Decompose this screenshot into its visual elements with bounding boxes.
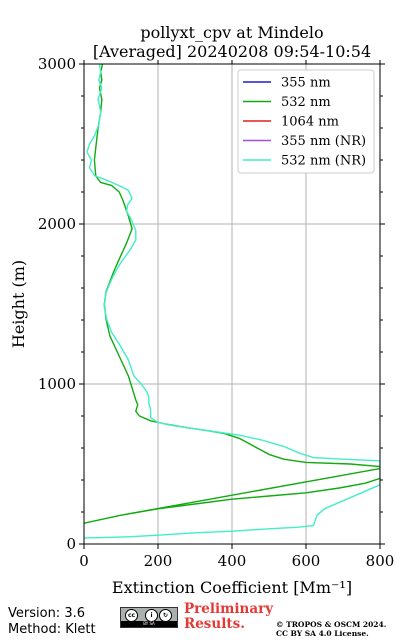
legend-label-0: 355 nm [281,76,331,91]
axis-ticks: 0 200 400 600 800 0 1000 2000 3000 [38,55,395,570]
legend-label-4: 532 nm (NR) [281,154,366,169]
legend-label-2: 1064 nm [281,115,339,130]
legend-label-3: 355 nm (NR) [281,134,366,149]
license-notice: © TROPOS & OSCM 2024. CC BY SA 4.0 Licen… [276,620,387,638]
series-layer [84,64,380,539]
cc-license-badge: cc i ↻ BY SA [120,607,178,628]
extinction-profile-chart: pollyxt_cpv at Mindelo [Averaged] 202402… [9,23,395,597]
series-line-1 [84,64,380,524]
x-tick-label-2: 400 [218,552,247,570]
x-tick-label-1: 200 [144,552,173,570]
footer-meta: Version: 3.6 Method: Klett [8,606,96,638]
y-tick-label-3: 3000 [38,55,76,73]
x-tick-label-3: 600 [292,552,321,570]
legend-box [237,69,375,174]
y-axis-label: Height (m) [9,260,28,348]
legend-label-1: 532 nm [281,95,331,110]
y-tick-label-0: 0 [66,535,76,553]
y-tick-label-2: 2000 [38,215,76,233]
preliminary-notice: Preliminary Results. [184,601,274,632]
y-tick-label-1: 1000 [38,375,76,393]
x-axis-label: Extinction Coefficient [Mm⁻¹] [112,578,352,597]
legend: 355 nm 532 nm 1064 nm 355 nm (NR) 532 nm (NR… [237,69,375,174]
method-text: Method: Klett [8,622,96,637]
series-line-4 [84,64,380,539]
chart-subtitle: [Averaged] 20240208 09:54-10:54 [93,42,371,61]
cc-badge-text: BY SA [121,621,177,627]
x-tick-label-4: 800 [366,552,395,570]
x-tick-label-0: 0 [79,552,89,570]
version-text: Version: 3.6 [8,606,85,621]
chart-title: pollyxt_cpv at Mindelo [140,23,323,42]
